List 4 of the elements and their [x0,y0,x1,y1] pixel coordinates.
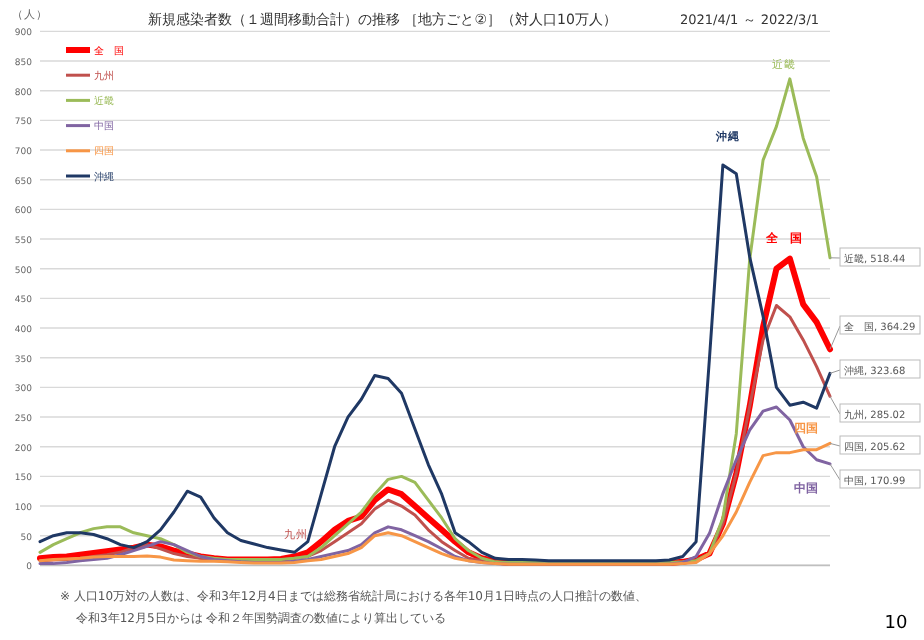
line-series [38,77,832,564]
text: 10 [884,614,908,634]
line-series [38,441,832,566]
line-series [38,163,832,563]
